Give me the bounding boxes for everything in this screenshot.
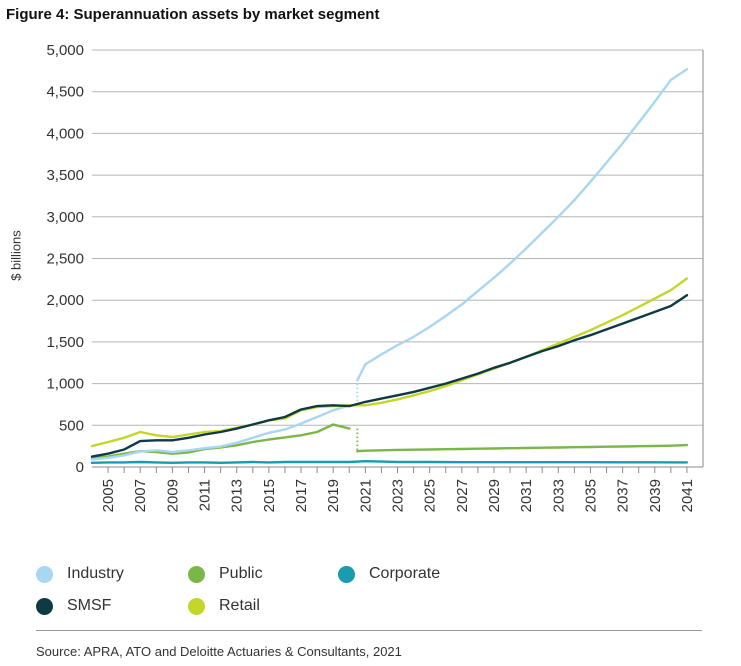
legend-swatch-industry [36,565,53,583]
y-tick-label: 3,000 [46,209,84,226]
x-tick-label: 2029 [486,479,503,512]
x-tick-label: 2009 [164,479,181,512]
x-tick-label: 2015 [261,479,278,512]
legend-swatch-retail [188,597,205,615]
axes: 0 500 1,000 1,500 2,000 2,500 3,000 3,500 4,000 4… [46,42,704,512]
legend-label-industry: Industry [67,565,124,582]
chart-title: Figure 4: Superannuation assets by marke… [6,6,380,23]
legend-label-corporate: Corporate [369,565,441,582]
legend-label-public: Public [219,565,263,582]
x-tick-label: 2027 [454,479,471,512]
source-divider [36,630,702,631]
y-tick-label: 2,000 [46,292,84,309]
x-tick-label: 2017 [293,479,310,512]
x-tick-label: 2033 [550,479,567,512]
y-tick-label: 4,000 [46,125,84,142]
x-tick-label: 2011 [197,479,214,511]
x-tick-label: 2021 [357,479,374,512]
y-tick-label: 2,500 [46,251,84,268]
y-tick-label: 3,500 [46,167,84,184]
legend-item-smsf: SMSF [36,596,111,616]
series-line-industry-projection [356,68,689,382]
legend-swatch-corporate [338,565,355,583]
y-tick-label: 500 [59,417,84,434]
series-line-corporate [90,460,689,464]
legend-label-retail: Retail [219,597,260,614]
legend-swatch-public [188,565,205,583]
legend-item-retail: Retail [188,596,260,616]
series-lines [90,68,689,464]
x-tick-label: 2035 [582,479,599,512]
legend-item-industry: Industry [36,564,124,584]
x-tick-label: 2013 [229,479,246,512]
x-tick-label: 2037 [615,479,632,512]
x-tick-label: 2007 [132,479,149,512]
source-note: Source: APRA, ATO and Deloitte Actuaries… [36,644,402,659]
x-tick-label: 2005 [100,479,117,512]
legend: Industry Public Corporate SMSF Retail [36,560,656,620]
y-tick-label: 5,000 [46,42,84,59]
y-tick-label: 1,500 [46,334,84,351]
series-line-industry [90,404,351,461]
x-tick-label: 2023 [390,479,407,512]
x-tick-label: 2041 [679,479,696,512]
y-tick-label: 0 [76,459,84,476]
series-line-retail [90,277,689,448]
x-tick-label: 2039 [647,479,664,512]
x-tick-label: 2031 [518,479,535,512]
legend-label-smsf: SMSF [67,597,112,614]
legend-item-public: Public [188,564,263,584]
gridlines [92,49,703,468]
y-tick-label: 1,000 [46,376,84,393]
x-tick-label: 2025 [422,479,439,512]
series-line-public-projection [356,443,689,453]
line-chart: 0 500 1,000 1,500 2,000 2,500 3,000 3,500 4,000 4… [46,42,704,512]
legend-item-corporate: Corporate [338,564,440,584]
series-line-smsf [90,294,689,458]
x-tick-label: 2019 [325,479,342,512]
legend-swatch-smsf [36,597,53,615]
y-tick-label: 4,500 [46,84,84,101]
